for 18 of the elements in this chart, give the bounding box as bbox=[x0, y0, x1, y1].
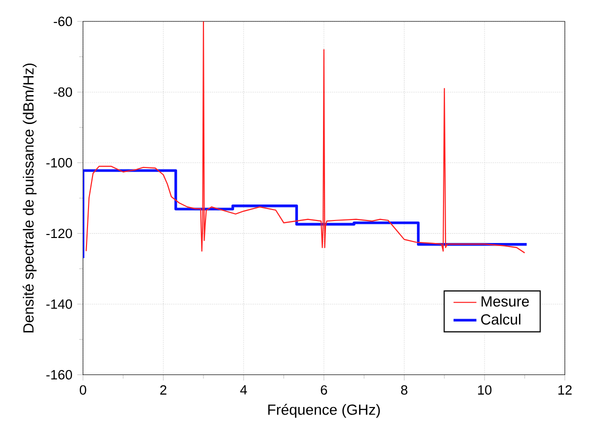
x-tick-label: 8 bbox=[401, 385, 408, 395]
legend-label: Calcul bbox=[481, 314, 520, 325]
x-tick-label: 10 bbox=[478, 385, 492, 395]
line-series bbox=[82, 169, 528, 260]
x-tick-label: 12 bbox=[558, 385, 572, 395]
x-tick-label: 4 bbox=[240, 385, 247, 395]
y-axis-title: Densité spectrale de puissance (dBm/Hz) bbox=[22, 64, 37, 332]
y-tick-label: -80 bbox=[54, 87, 72, 97]
y-tick-label: -160 bbox=[46, 370, 72, 380]
x-tick-label: 6 bbox=[320, 385, 328, 395]
y-tick-label: -140 bbox=[46, 300, 72, 309]
y-tick-label: -100 bbox=[46, 158, 72, 168]
legend-label: Mesure bbox=[482, 296, 529, 307]
x-tick-label: 0 bbox=[80, 385, 86, 395]
y-tick-label: -120 bbox=[46, 228, 72, 238]
x-tick-label: 2 bbox=[160, 385, 166, 395]
x-axis-title: Fréquence (GHz) bbox=[268, 404, 380, 418]
y-tick-label: -60 bbox=[54, 16, 72, 26]
